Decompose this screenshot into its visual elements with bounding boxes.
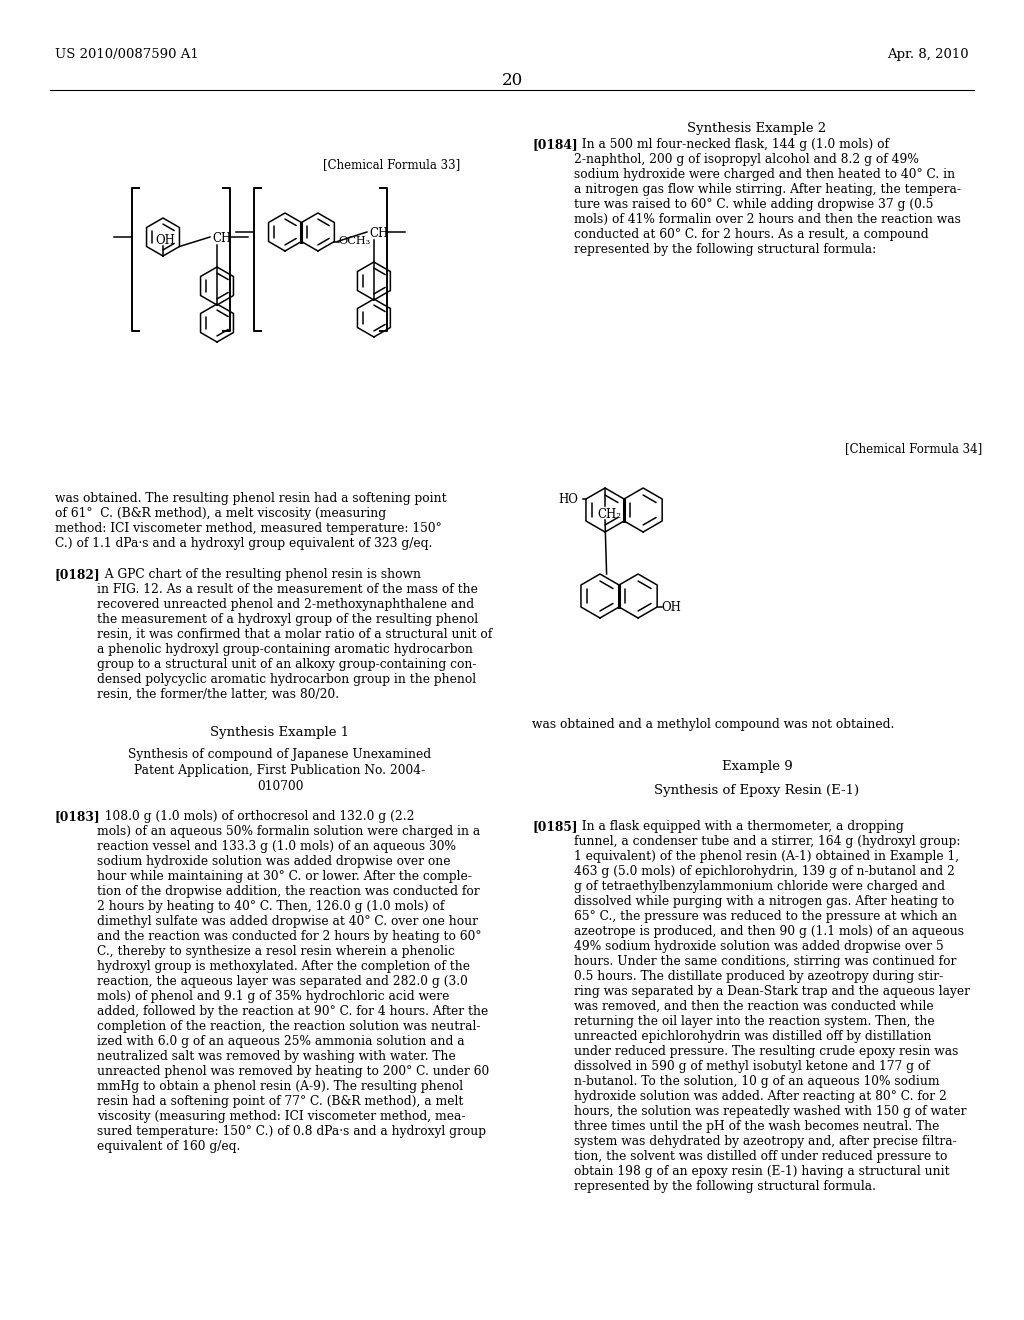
Text: [0185]: [0185]	[532, 820, 578, 833]
Text: OH: OH	[662, 601, 681, 614]
Text: 20: 20	[502, 73, 522, 88]
Text: US 2010/0087590 A1: US 2010/0087590 A1	[55, 48, 199, 61]
Text: was obtained. The resulting phenol resin had a softening point
of 61°  C. (B&R m: was obtained. The resulting phenol resin…	[55, 492, 446, 550]
Text: In a flask equipped with a thermometer, a dropping
funnel, a condenser tube and : In a flask equipped with a thermometer, …	[574, 820, 970, 1193]
Text: CH₂: CH₂	[597, 508, 621, 521]
Text: OH: OH	[155, 234, 175, 247]
Text: Synthesis Example 2: Synthesis Example 2	[687, 121, 826, 135]
Text: Apr. 8, 2010: Apr. 8, 2010	[888, 48, 969, 61]
Text: In a 500 ml four-necked flask, 144 g (1.0 mols) of
2-naphthol, 200 g of isopropy: In a 500 ml four-necked flask, 144 g (1.…	[574, 139, 961, 256]
Text: CH: CH	[212, 232, 231, 246]
Text: [0183]: [0183]	[55, 810, 100, 822]
Text: Example 9: Example 9	[722, 760, 793, 774]
Text: [Chemical Formula 34]: [Chemical Formula 34]	[845, 442, 982, 455]
Text: was obtained and a methylol compound was not obtained.: was obtained and a methylol compound was…	[532, 718, 894, 731]
Text: OCH₃: OCH₃	[338, 235, 371, 246]
Text: A GPC chart of the resulting phenol resin is shown
in FIG. 12. As a result of th: A GPC chart of the resulting phenol resi…	[97, 568, 493, 701]
Text: Patent Application, First Publication No. 2004-: Patent Application, First Publication No…	[134, 764, 426, 777]
Text: 108.0 g (1.0 mols) of orthocresol and 132.0 g (2.2
mols) of an aqueous 50% forma: 108.0 g (1.0 mols) of orthocresol and 13…	[97, 810, 489, 1152]
Text: Synthesis Example 1: Synthesis Example 1	[211, 726, 349, 739]
Text: Synthesis of compound of Japanese Unexamined: Synthesis of compound of Japanese Unexam…	[128, 748, 431, 762]
Text: HO: HO	[558, 492, 578, 506]
Text: [Chemical Formula 33]: [Chemical Formula 33]	[323, 158, 460, 172]
Text: CH: CH	[369, 227, 388, 240]
Text: 010700: 010700	[257, 780, 303, 793]
Text: Synthesis of Epoxy Resin (E-1): Synthesis of Epoxy Resin (E-1)	[654, 784, 859, 797]
Text: [0184]: [0184]	[532, 139, 578, 150]
Text: [0182]: [0182]	[55, 568, 100, 581]
